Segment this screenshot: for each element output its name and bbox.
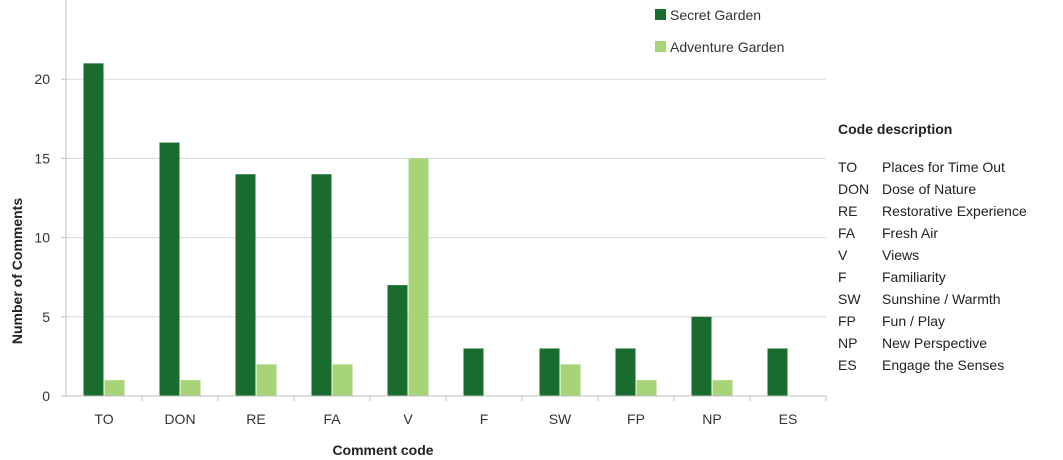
x-tick-label: V <box>403 411 413 427</box>
x-tick-label: SW <box>549 411 572 427</box>
bar-secret-garden-es <box>767 348 788 396</box>
bar-secret-garden-sw <box>539 348 560 396</box>
code-description-item: V Views <box>838 244 1027 266</box>
code-description-item: TO Places for Time Out <box>838 156 1027 178</box>
bar-adventure-garden-np <box>712 380 733 396</box>
x-tick-label: F <box>480 411 489 427</box>
bar-adventure-garden-fp <box>636 380 657 396</box>
bar-adventure-garden-sw <box>560 364 581 396</box>
bar-secret-garden-re <box>235 174 256 396</box>
code-description-code: ES <box>838 357 857 373</box>
legend-label: Secret Garden <box>670 7 761 23</box>
code-description-text: New Perspective <box>882 335 988 351</box>
code-description-item: FP Fun / Play <box>838 310 1027 332</box>
y-tick-label: 10 <box>34 230 50 246</box>
code-description-text: Engage the Senses <box>882 357 1005 373</box>
x-tick-label: NP <box>702 411 721 427</box>
code-description-code: F <box>838 269 847 285</box>
y-axis-ticks: 0 5 10 15 20 <box>34 71 66 404</box>
bar-secret-garden-fp <box>615 348 636 396</box>
legend-swatch <box>655 41 666 52</box>
x-tick-label: DON <box>164 411 195 427</box>
code-description-title: Code description <box>838 121 953 137</box>
legend-swatch <box>655 9 666 20</box>
y-axis-title: Number of Comments <box>9 198 25 344</box>
code-description-text: Restorative Experience <box>882 203 1027 219</box>
bar-adventure-garden-v <box>408 158 429 396</box>
code-description-code: SW <box>838 291 861 307</box>
x-tick-label: FP <box>627 411 645 427</box>
x-axis-title: Comment code <box>332 442 433 458</box>
code-description-code: RE <box>838 203 858 219</box>
code-description-text: Dose of Nature <box>882 181 977 197</box>
bar-adventure-garden-re <box>256 364 277 396</box>
y-tick-label: 20 <box>34 71 50 87</box>
y-tick-label: 5 <box>42 309 50 325</box>
x-tick-label: RE <box>246 411 265 427</box>
code-description-item: FA Fresh Air <box>838 222 1027 244</box>
legend-label: Adventure Garden <box>670 39 784 55</box>
bar-adventure-garden-fa <box>332 364 353 396</box>
code-description-code: FA <box>838 225 856 241</box>
legend: Secret Garden Adventure Garden <box>655 7 784 55</box>
code-description-code: V <box>838 247 848 263</box>
code-description-item: DON Dose of Nature <box>838 178 1027 200</box>
code-description-item: F Familiarity <box>838 266 1027 288</box>
code-description-code: DON <box>838 181 870 197</box>
bar-adventure-garden-to <box>104 380 125 396</box>
code-description-list: TO Places for Time Out DON Dose of Nature RE… <box>838 156 1027 376</box>
code-description-text: Familiarity <box>882 269 946 285</box>
bar-secret-garden-fa <box>311 174 332 396</box>
code-description-text: Fresh Air <box>882 225 939 241</box>
y-tick-label: 0 <box>42 388 50 404</box>
x-tick-label: ES <box>779 411 798 427</box>
code-description-item: ES Engage the Senses <box>838 354 1027 376</box>
code-description-item: RE Restorative Experience <box>838 200 1027 222</box>
bar-secret-garden-f <box>463 348 484 396</box>
bar-secret-garden-v <box>387 285 408 396</box>
bar-adventure-garden-don <box>180 380 201 396</box>
x-tick-label: FA <box>323 411 341 427</box>
code-description-item: NP New Perspective <box>838 332 1027 354</box>
code-description-panel: Code description TO Places for Time Out DO… <box>838 118 1027 376</box>
x-tick-label: TO <box>94 411 113 427</box>
code-description-code: NP <box>838 335 858 351</box>
x-axis-ticks: TO DON RE FA V F SW FP NP ES <box>94 396 827 427</box>
code-description-text: Sunshine / Warmth <box>882 291 1001 307</box>
bars <box>83 63 788 397</box>
code-description-code: TO <box>838 159 858 175</box>
code-description-text: Places for Time Out <box>882 159 1005 175</box>
bar-secret-garden-to <box>83 63 104 397</box>
gridlines <box>66 78 826 318</box>
bar-secret-garden-don <box>159 142 180 396</box>
code-description-text: Views <box>882 247 920 263</box>
y-tick-label: 15 <box>34 150 50 166</box>
code-description-code: FP <box>838 313 856 329</box>
code-description-item: SW Sunshine / Warmth <box>838 288 1027 310</box>
code-description-text: Fun / Play <box>882 313 946 329</box>
bar-secret-garden-np <box>691 316 712 396</box>
